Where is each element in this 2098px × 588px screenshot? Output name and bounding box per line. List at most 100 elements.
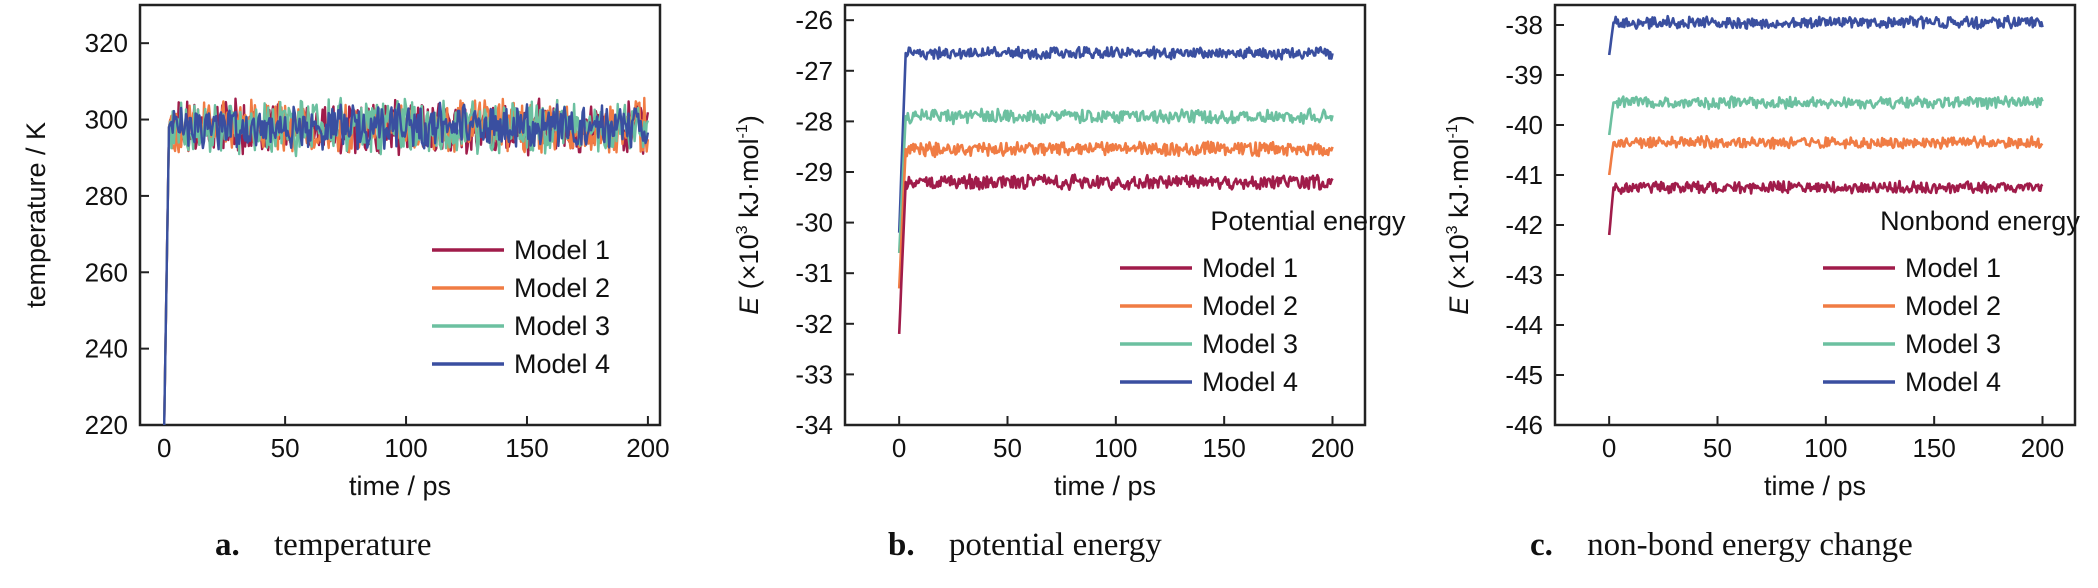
legend-background	[1815, 200, 2005, 400]
series-line-model-1	[897, 173, 1334, 334]
series-line-model-4	[1607, 14, 2044, 56]
legend-label: Model 4	[514, 349, 610, 379]
y-tick-label: 320	[85, 28, 128, 58]
x-tick-label: 100	[384, 433, 427, 463]
y-axis-label: E (×103 kJ·mol-1)	[734, 115, 764, 314]
y-tick-label: -40	[1505, 110, 1543, 140]
legend-label: Model 1	[514, 235, 610, 265]
x-axis-label: time / ps	[1054, 471, 1156, 501]
x-tick-label: 200	[1311, 433, 1354, 463]
plot-frame	[843, 3, 1367, 427]
y-tick-label: -34	[795, 410, 833, 440]
legend: Nonbond energy Model 1 Model 2 Model 3 Model…	[1815, 200, 2080, 400]
x-tick-label: 50	[271, 433, 300, 463]
x-tick-label: 50	[1703, 433, 1732, 463]
y-tick-label: -42	[1505, 210, 1543, 240]
legend: Potential energy Model 1 Model 2 Model 3 Mod…	[1112, 200, 1406, 400]
caption-b: b. potential energy	[888, 527, 1162, 563]
series-line-model-4	[163, 101, 650, 426]
x-tick-label: 200	[626, 433, 669, 463]
y-axis-label: E (×103 kJ·mol-1)	[1444, 115, 1474, 314]
y-tick-label: 240	[85, 334, 128, 364]
y-label-unit: kJ·mol	[734, 139, 764, 226]
panel-c-nonbond-energy: 0 50 100 150 200-46-45-44-43-42-41-40-39-38 …	[1444, 3, 2080, 563]
legend-label: Model 1	[1905, 253, 2001, 283]
caption-text: temperature	[274, 527, 432, 563]
y-tick-label: -32	[795, 309, 833, 339]
y-label-exp: 3	[734, 225, 751, 234]
y-tick-label: -27	[795, 56, 833, 86]
y-label-unit: kJ·mol	[1444, 139, 1474, 226]
x-tick-label: 0	[1602, 433, 1616, 463]
y-tick-label: -43	[1505, 260, 1543, 290]
legend-label: Model 3	[514, 311, 610, 341]
series-lines	[1607, 14, 2044, 236]
plot-frame	[1553, 3, 2077, 427]
x-axis-label: time / ps	[349, 471, 451, 501]
y-tick-label: -28	[795, 106, 833, 136]
y-tick-label: -30	[795, 208, 833, 238]
x-tick-label: 150	[1202, 433, 1245, 463]
y-tick-label: -46	[1505, 410, 1543, 440]
x-tick-label: 0	[157, 433, 171, 463]
caption-text: non-bond energy change	[1587, 527, 1913, 563]
plot-frame	[138, 3, 662, 427]
series-line-model-1	[1607, 179, 2044, 236]
series-lines	[897, 45, 1334, 334]
legend-label: Model 4	[1202, 367, 1298, 397]
x-tick-label: 50	[993, 433, 1022, 463]
y-label-close: )	[734, 115, 764, 124]
axis-ticks: 0 50 100 150 200 -34 -33 -32 -31 -30 -29 -28 -27 -26	[795, 5, 1354, 463]
caption-text: potential energy	[949, 527, 1162, 563]
y-label-unit-exp: -1	[1444, 124, 1461, 138]
y-tick-label: -33	[795, 359, 833, 389]
y-label-unit-exp: -1	[734, 124, 751, 138]
x-tick-label: 200	[2021, 433, 2064, 463]
legend-label: Model 3	[1905, 329, 2001, 359]
panel-b-potential-energy: 0 50 100 150 200-34-33-32-31-30-29-28-27-26 …	[734, 3, 1406, 563]
legend-label: Model 2	[514, 273, 610, 303]
y-label-symbol: E	[1444, 296, 1474, 315]
y-tick-label: 300	[85, 105, 128, 135]
y-tick-label: -26	[795, 5, 833, 35]
y-tick-label: 260	[85, 257, 128, 287]
y-tick-label: 220	[85, 410, 128, 440]
series-line-model-3	[1607, 95, 2044, 136]
caption-c: c. non-bond energy change	[1530, 527, 1913, 563]
caption-a: a. temperature	[215, 527, 432, 563]
y-tick-label: -29	[795, 157, 833, 187]
caption-letter: b.	[888, 527, 915, 563]
y-label-close: )	[1444, 115, 1474, 124]
x-tick-label: 150	[1912, 433, 1955, 463]
caption-letter: c.	[1530, 527, 1553, 563]
x-tick-label: 100	[1094, 433, 1137, 463]
y-label-part: (×10	[1444, 234, 1474, 296]
y-tick-label: -45	[1505, 360, 1543, 390]
x-axis-label: time / ps	[1764, 471, 1866, 501]
series-lines	[163, 96, 650, 426]
legend-label: Model 3	[1202, 329, 1298, 359]
x-tick-label: 0	[892, 433, 906, 463]
y-tick-label: -41	[1505, 160, 1543, 190]
x-tick-label: 150	[505, 433, 548, 463]
legend-label: Model 4	[1905, 367, 2001, 397]
caption-letter: a.	[215, 527, 240, 563]
legend: Model 1 Model 2 Model 3 Model 4	[432, 235, 610, 379]
y-label-exp: 3	[1444, 225, 1461, 234]
series-line-model-3	[897, 107, 1334, 254]
axis-ticks: 0 50 100 150 200 220 240 260 280 300 320	[85, 28, 670, 463]
series-line-model-2	[1607, 134, 2044, 176]
y-tick-label: -44	[1505, 310, 1543, 340]
legend-label: Model 2	[1202, 291, 1298, 321]
y-label-symbol: E	[734, 296, 764, 315]
y-axis-label: temperature / K	[21, 122, 51, 308]
series-line-model-4	[897, 45, 1334, 233]
legend-label: Model 2	[1905, 291, 2001, 321]
y-label-part: (×10	[734, 234, 764, 296]
axis-ticks: 0 50 100 150 200 -46 -45 -44 -43 -42 -41 -40 -39 -38	[1505, 10, 2064, 463]
y-tick-label: 280	[85, 181, 128, 211]
legend-label: Model 1	[1202, 253, 1298, 283]
y-tick-label: -39	[1505, 60, 1543, 90]
